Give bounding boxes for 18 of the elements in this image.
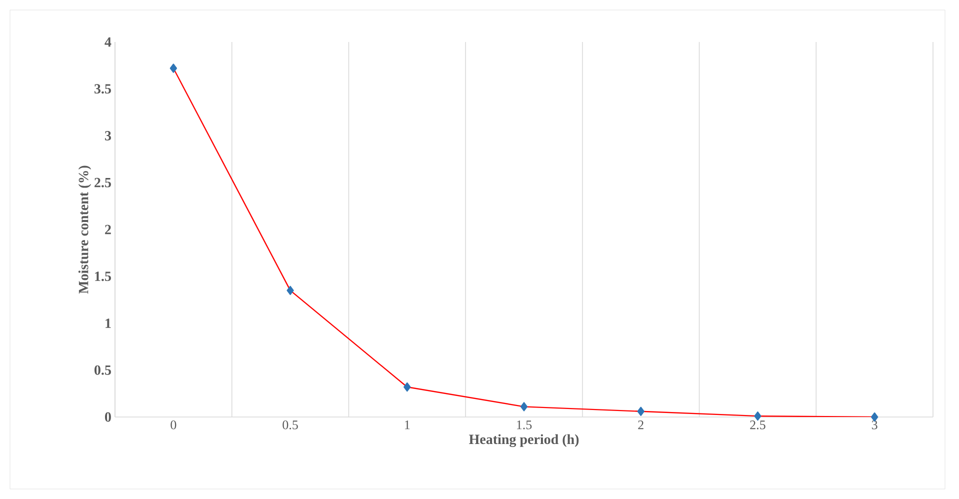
y-tick-label: 1.5 (95, 272, 111, 282)
x-tick-label: 2.5 (750, 420, 766, 430)
y-tick-label: 3 (105, 131, 111, 140)
y-tick-label: 0.5 (94, 365, 111, 375)
y-tick-label: 3.5 (94, 84, 111, 94)
x-tick-label: 0.5 (282, 420, 298, 430)
x-tick-label: 1 (405, 420, 410, 430)
x-tick-label: 3 (872, 420, 878, 430)
y-tick-label: 0 (105, 412, 111, 422)
x-tick-label: 2 (638, 420, 644, 430)
y-axis-title: Moisture content (%) (78, 166, 92, 294)
y-tick-label: 2 (105, 224, 111, 234)
y-tick-label: 2.5 (94, 178, 111, 188)
y-tick-label: 4 (104, 37, 112, 47)
x-tick-label: 0 (170, 420, 176, 430)
x-axis-title: Heating period (h) (469, 434, 579, 448)
y-tick-label: 1 (106, 318, 111, 328)
x-tick-label: 1.5 (517, 420, 532, 430)
